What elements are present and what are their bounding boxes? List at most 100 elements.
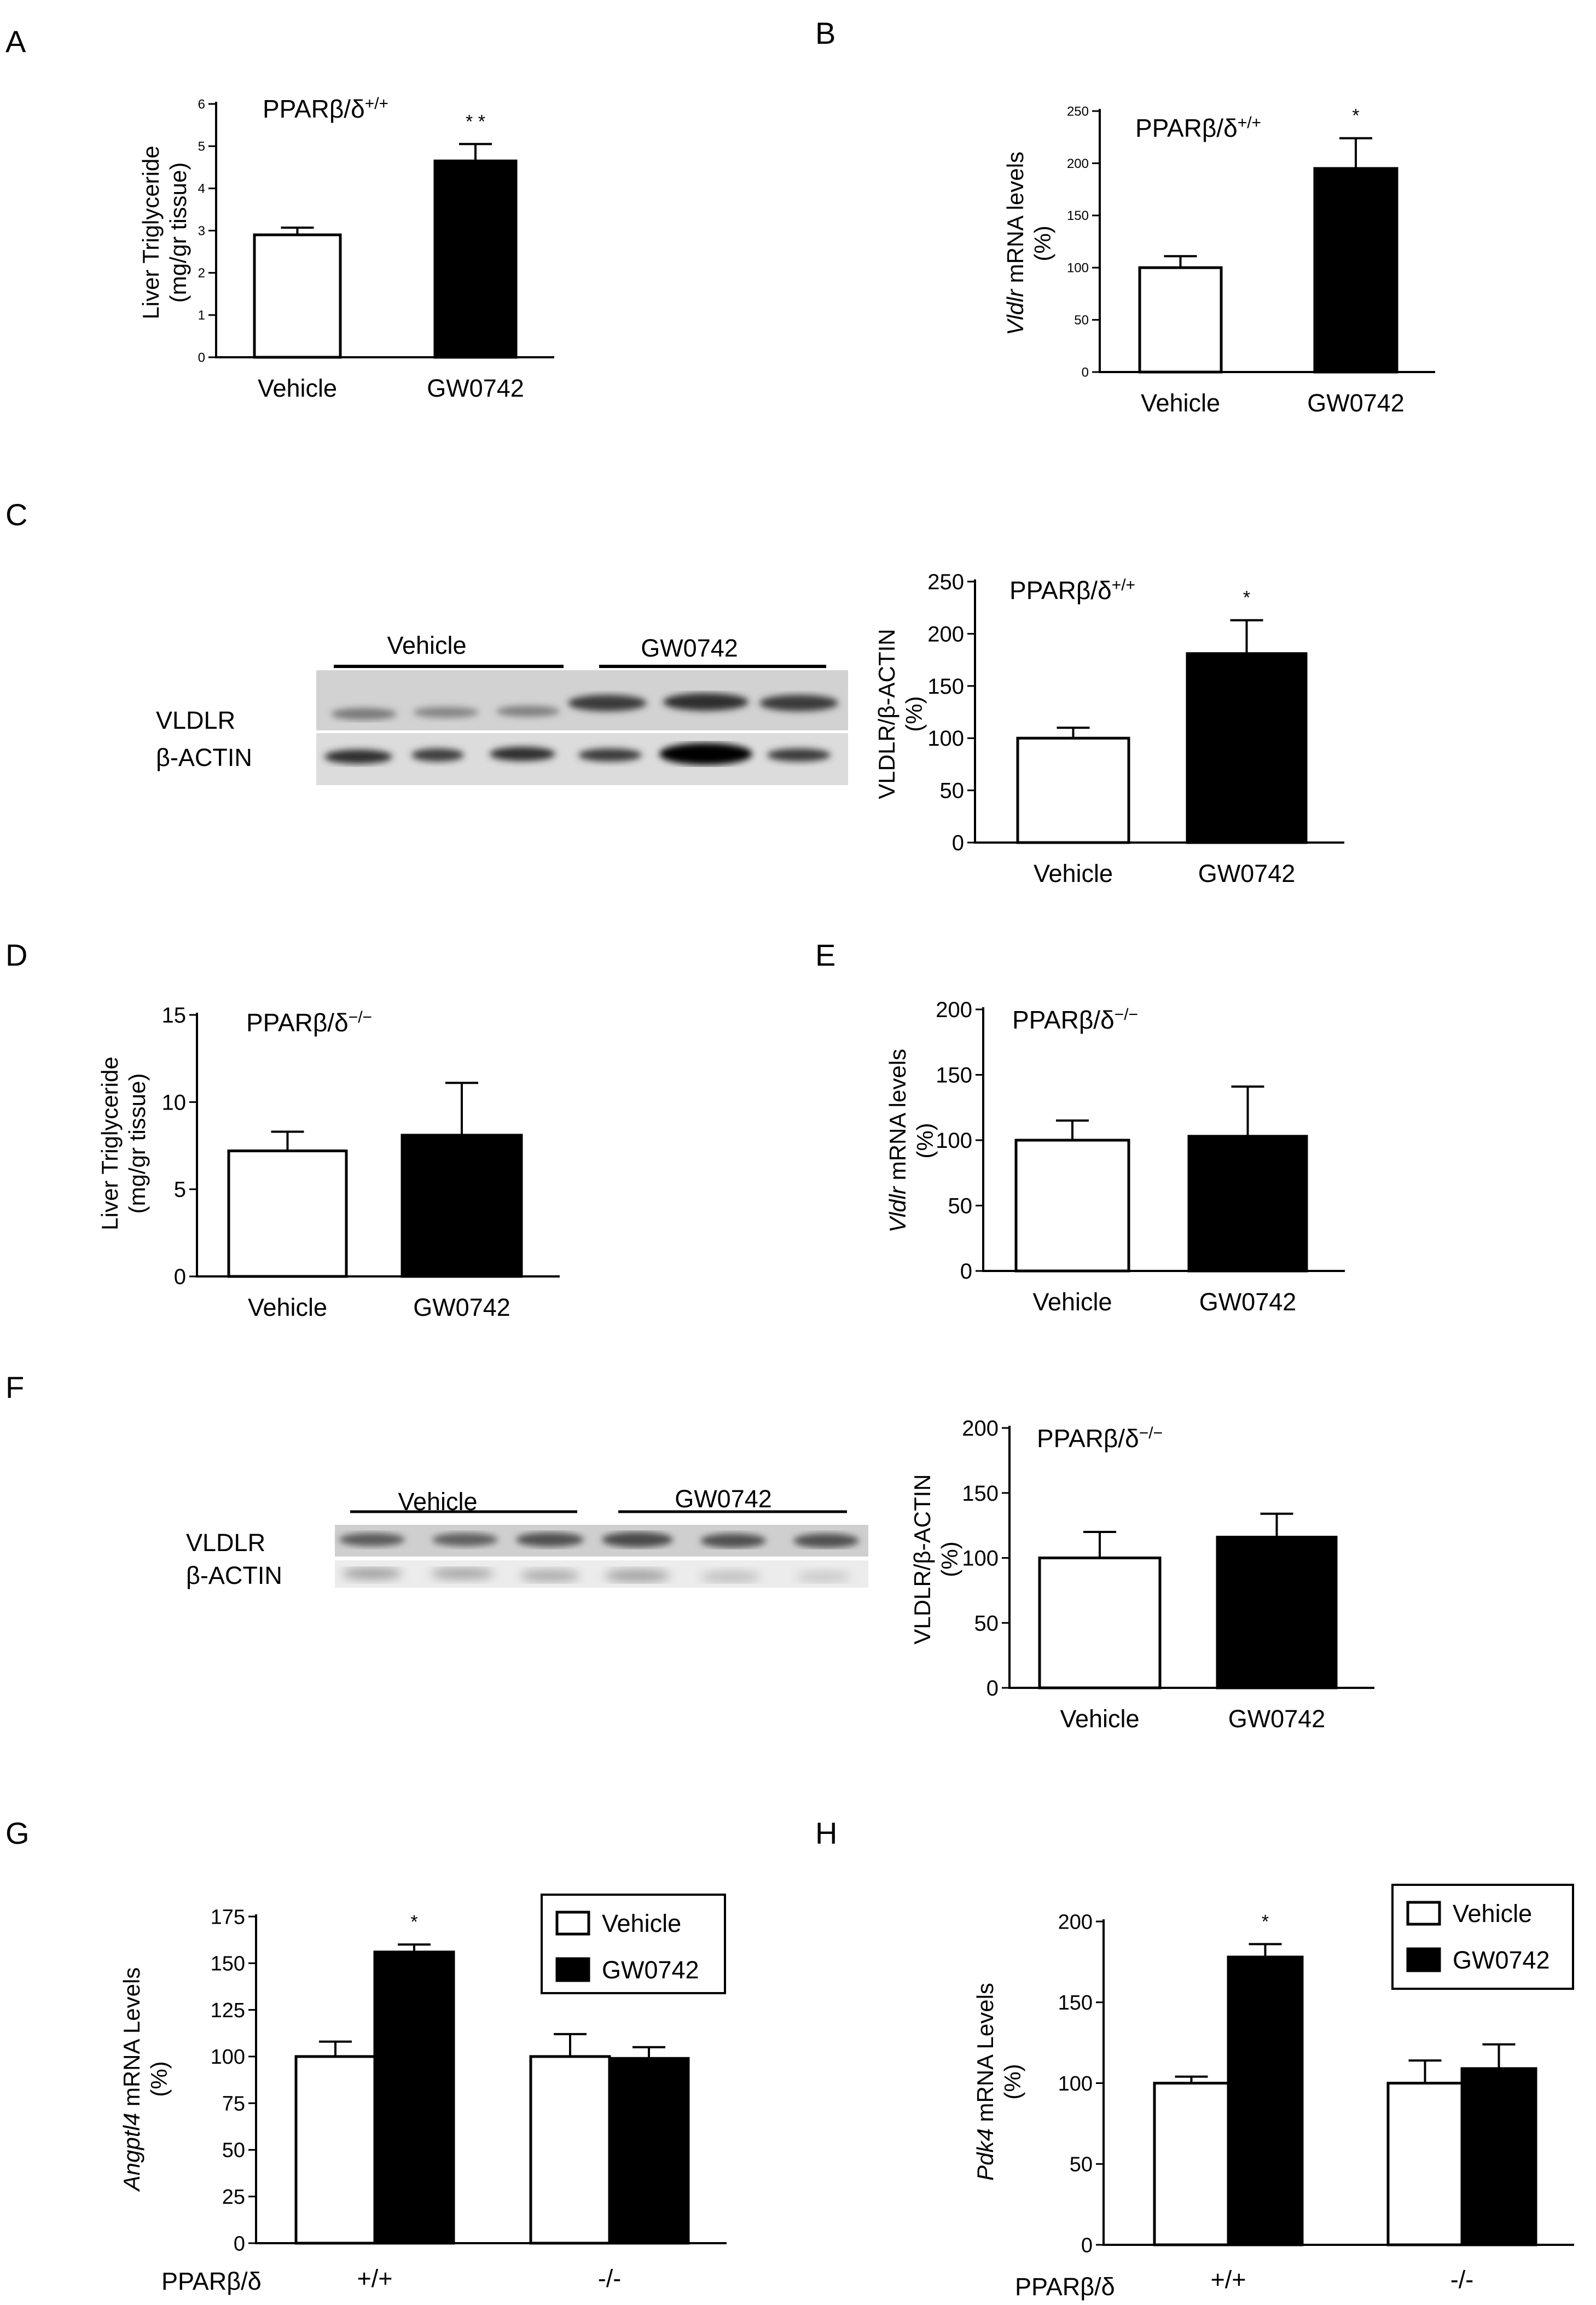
y-axis-label-unit: (mg/gr tissue) <box>165 162 191 303</box>
x-category-label: -/- <box>1450 2266 1473 2294</box>
blot-f-actin-strip <box>335 1560 868 1588</box>
x-group-prefix: PPARβ/δ <box>1015 2273 1115 2301</box>
chart-a: 0 1 2 3 4 5 6 Liver Triglyceride (mg/gr tissue) P… <box>138 95 554 402</box>
y-tick-label: 0 <box>986 1676 999 1700</box>
chart-title: PPARβ/δ+/+ <box>1009 576 1135 605</box>
legend-label-gw0742: GW0742 <box>1453 1946 1550 1974</box>
bar-vehicle <box>1138 266 1223 374</box>
x-category-label: GW0742 <box>1228 1705 1326 1733</box>
y-tick-label: 150 <box>962 1482 999 1506</box>
y-tick-label: 50 <box>948 1194 973 1218</box>
bar-gw0742-ko <box>1460 2067 1537 2246</box>
y-tick-label: 200 <box>962 1416 999 1441</box>
x-category-label: +/+ <box>1210 2266 1246 2294</box>
y-tick-label: 3 <box>198 224 205 239</box>
x-category-label: GW0742 <box>427 374 524 402</box>
bar-gw0742 <box>1216 1536 1338 1689</box>
bar-vehicle <box>1014 1139 1130 1273</box>
y-tick-label: 6 <box>198 97 205 112</box>
y-tick-label: 250 <box>927 570 964 594</box>
legend: Vehicle GW0742 <box>541 1894 726 1994</box>
blot-c-vldlr-bands <box>331 693 838 720</box>
x-category-label: Vehicle <box>1034 860 1113 887</box>
y-tick-label: 100 <box>1067 261 1089 276</box>
bar-gw0742 <box>401 1134 523 1278</box>
bar-vehicle <box>253 233 342 359</box>
blot-f-vldlr-strip <box>335 1525 868 1557</box>
y-tick-label: 4 <box>198 182 205 196</box>
chart-g: 0 25 50 75 100 125 150 175 Angptl4 mRNA Levels (%… <box>119 1894 727 2295</box>
bar-gw0742-wt <box>1227 1955 1304 2246</box>
chart-title: PPARβ/δ−/− <box>1012 1006 1138 1034</box>
legend-swatch-gw0742 <box>1406 1947 1441 1972</box>
y-axis-label-unit: (%) <box>912 1123 938 1158</box>
legend-swatch-vehicle <box>555 1911 590 1936</box>
y-axis-label: Vldlr mRNA levels <box>1002 152 1028 335</box>
y-axis-label-unit: (%) <box>937 1541 962 1577</box>
y-tick-label: 100 <box>1058 2072 1093 2095</box>
y-axis-label: Pdk4 mRNA Levels <box>972 1983 998 2181</box>
y-tick-label: 15 <box>162 1003 187 1027</box>
chart-b: 0 50 100 150 200 250 Vldlr mRNA levels (%) PPARβ… <box>1002 104 1435 417</box>
y-axis-label: Liver Triglyceride <box>138 146 164 319</box>
panel-letter-g: G <box>5 1816 30 1850</box>
blot-c-actin-bands <box>324 743 831 765</box>
significance-marker: * <box>1352 106 1359 126</box>
y-tick-label: 150 <box>1058 1992 1093 2014</box>
x-category-label: -/- <box>598 2265 621 2292</box>
y-tick-label: 150 <box>211 1953 245 1976</box>
y-tick-label: 150 <box>936 1064 972 1088</box>
y-tick-label: 50 <box>1070 2153 1093 2176</box>
y-tick-label: 250 <box>1067 104 1089 119</box>
y-tick-label: 100 <box>927 727 964 751</box>
blot-f-gw0742-label: GW0742 <box>675 1485 772 1513</box>
y-tick-label: 0 <box>174 1265 186 1289</box>
y-tick-label: 50 <box>940 779 965 803</box>
y-axis-label: Vldlr mRNA levels <box>885 1049 910 1233</box>
y-tick-label: 10 <box>162 1090 187 1114</box>
blot-c-actin-label: β-ACTIN <box>156 744 252 771</box>
chart-h: 0 50 100 150 200 Pdk4 mRNA Levels (%) * +/+ -/- PP… <box>972 1884 1574 2301</box>
y-tick-label: 5 <box>198 140 205 154</box>
x-category-label: GW0742 <box>413 1293 510 1321</box>
bar-gw0742-wt <box>373 1950 455 2245</box>
y-tick-label: 200 <box>927 622 964 646</box>
panel-letter-e: E <box>815 938 835 972</box>
x-category-label: Vehicle <box>248 1293 327 1321</box>
y-tick-label: 200 <box>1067 156 1089 171</box>
legend-swatch-gw0742 <box>555 1957 590 1982</box>
x-category-label: Vehicle <box>1141 389 1220 417</box>
significance-marker: * * <box>466 111 485 132</box>
bar-vehicle-ko <box>529 2055 611 2245</box>
panel-letter-c: C <box>5 497 27 532</box>
bar-vehicle-wt <box>294 2055 376 2245</box>
chart-title: PPARβ/δ+/+ <box>263 95 388 123</box>
bar-gw0742 <box>1313 167 1398 374</box>
bar-gw0742-ko <box>608 2057 690 2245</box>
y-tick-label: 0 <box>960 1259 972 1284</box>
y-tick-label: 175 <box>211 1906 245 1929</box>
significance-marker: * <box>1243 588 1250 608</box>
y-tick-label: 200 <box>1058 1911 1093 1934</box>
x-category-label: Vehicle <box>1060 1705 1139 1733</box>
x-category-label: GW0742 <box>1198 860 1296 887</box>
y-tick-label: 0 <box>198 350 205 365</box>
y-tick-label: 5 <box>174 1178 186 1202</box>
y-tick-label: 0 <box>1082 365 1089 380</box>
significance-marker: * <box>410 1912 417 1932</box>
x-category-label: Vehicle <box>258 374 337 402</box>
bar-vehicle <box>1016 736 1130 844</box>
y-axis-label-unit: (mg/gr tissue) <box>124 1073 150 1214</box>
y-tick-label: 125 <box>211 1999 245 2022</box>
y-tick-label: 75 <box>222 2092 245 2115</box>
x-group-prefix: PPARβ/δ <box>161 2267 262 2295</box>
panel-letter-f: F <box>5 1370 24 1404</box>
y-tick-label: 25 <box>222 2186 245 2209</box>
blot-c-actin-strip <box>316 733 848 785</box>
legend-label-vehicle: Vehicle <box>602 1909 681 1937</box>
blot-f-vldlr-bands <box>339 1532 859 1548</box>
blot-f-vehicle-label: Vehicle <box>398 1488 477 1516</box>
x-category-label: Vehicle <box>1032 1288 1112 1316</box>
y-tick-label: 50 <box>974 1611 999 1635</box>
